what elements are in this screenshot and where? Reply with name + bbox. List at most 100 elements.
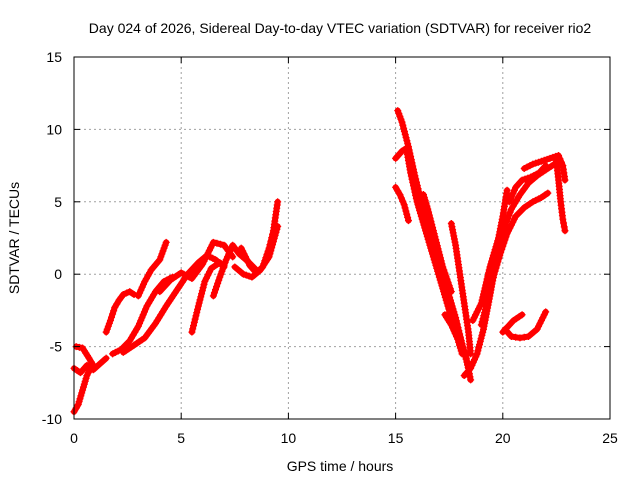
data-point — [401, 204, 409, 212]
data-point — [427, 217, 435, 225]
data-point — [424, 205, 432, 213]
data-point — [429, 224, 437, 232]
data-track — [237, 198, 282, 277]
data-point — [213, 239, 221, 247]
data-point — [518, 311, 526, 319]
data-point — [263, 250, 271, 258]
data-point — [259, 263, 267, 271]
data-point — [193, 309, 201, 317]
data-point — [505, 211, 513, 219]
data-point — [490, 270, 498, 278]
data-point — [195, 299, 203, 307]
data-point — [481, 305, 489, 313]
data-point — [262, 254, 270, 262]
x-axis-label: GPS time / hours — [287, 458, 394, 474]
data-track — [469, 186, 511, 325]
data-point — [480, 312, 488, 320]
data-point — [109, 310, 117, 318]
data-point — [409, 165, 417, 173]
data-point — [494, 258, 502, 266]
y-axis-label: SDTVAR / TECUs — [6, 182, 22, 294]
data-point — [400, 127, 408, 135]
data-point — [520, 333, 528, 341]
data-point — [191, 315, 199, 323]
data-point — [436, 251, 444, 259]
data-point — [89, 361, 97, 369]
data-point — [425, 208, 433, 216]
data-point — [498, 245, 506, 253]
data-point — [506, 208, 514, 216]
data-point — [448, 223, 456, 231]
data-track — [134, 238, 170, 300]
chart-title: Day 024 of 2026, Sidereal Day-to-day VTE… — [89, 20, 592, 36]
data-point — [462, 355, 470, 363]
data-point — [452, 314, 460, 322]
data-point — [206, 268, 214, 276]
y-tick-label: 15 — [46, 49, 62, 65]
data-point — [267, 237, 275, 245]
data-point — [482, 302, 490, 310]
data-point — [542, 162, 550, 170]
data-point — [403, 210, 411, 218]
data-point — [430, 230, 438, 238]
data-point — [480, 290, 488, 298]
data-point — [485, 266, 493, 274]
data-point — [402, 207, 410, 215]
data-point — [406, 149, 414, 157]
data-point — [477, 334, 485, 342]
data-point — [209, 238, 217, 246]
data-track — [447, 220, 475, 358]
data-point — [188, 328, 196, 336]
data-track — [419, 191, 455, 296]
data-point — [428, 220, 436, 228]
data-point — [210, 289, 218, 297]
data-point — [442, 272, 450, 280]
data-point — [435, 248, 443, 256]
data-point — [449, 226, 457, 234]
data-point — [192, 312, 200, 320]
data-point — [487, 283, 495, 291]
data-point — [400, 201, 408, 209]
data-point — [409, 162, 417, 170]
data-point — [408, 159, 416, 167]
data-point — [475, 344, 483, 352]
data-point — [474, 347, 482, 355]
data-point — [516, 334, 524, 342]
data-point — [499, 242, 507, 250]
y-tick-label: 5 — [54, 194, 62, 210]
y-tick-label: -5 — [50, 339, 63, 355]
data-point — [106, 317, 114, 325]
data-point — [483, 275, 491, 283]
data-point — [544, 189, 552, 197]
data-point — [447, 220, 455, 228]
data-point — [274, 198, 282, 206]
data-point — [110, 307, 118, 315]
data-point — [202, 274, 210, 282]
data-point — [447, 288, 455, 296]
data-point — [394, 187, 402, 195]
data-point — [478, 296, 486, 304]
data-point — [398, 118, 406, 126]
data-point — [495, 231, 503, 239]
data-point — [411, 172, 419, 180]
data-point — [401, 130, 409, 138]
data-point — [260, 260, 268, 268]
data-point — [397, 194, 405, 202]
x-tick-label: 25 — [602, 430, 618, 446]
data-point — [485, 269, 493, 277]
data-point — [396, 191, 404, 199]
data-point — [425, 211, 433, 219]
data-point — [111, 304, 119, 312]
data-point — [446, 284, 454, 292]
data-point — [400, 124, 408, 132]
data-point — [198, 290, 206, 298]
data-point — [492, 264, 500, 272]
data-point — [489, 273, 497, 281]
data-point — [507, 332, 515, 340]
data-point — [498, 215, 506, 223]
data-point — [467, 376, 475, 384]
data-point — [410, 169, 418, 177]
data-point — [113, 300, 121, 308]
data-point — [496, 252, 504, 260]
data-point — [429, 227, 437, 235]
